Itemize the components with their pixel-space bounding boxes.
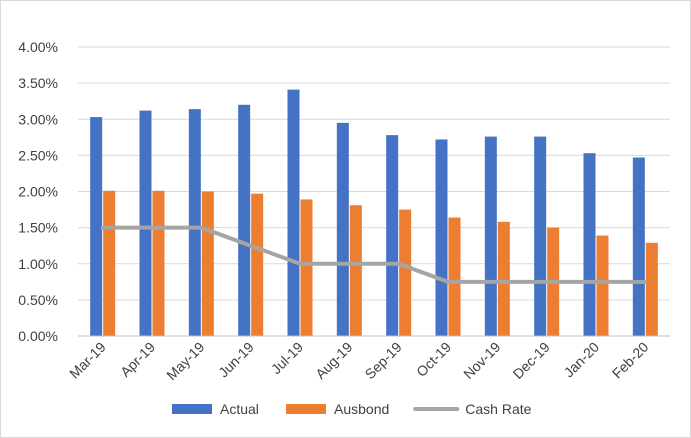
x-tick-label: Nov-19 xyxy=(460,339,503,382)
y-tick-label: 3.50% xyxy=(18,75,58,91)
bar-actual xyxy=(583,153,596,336)
x-tick-label: Sep-19 xyxy=(362,339,405,382)
line-series xyxy=(100,225,648,284)
bar-actual xyxy=(632,157,645,336)
bar-ausbond xyxy=(251,193,264,336)
line-cash-rate xyxy=(100,225,648,284)
y-axis-tick-labels: 0.00% 0.50% 1.00% 1.50% 2.00% 2.50% 3.00% 3.50%… xyxy=(18,39,58,344)
bar-ausbond xyxy=(201,191,214,336)
bar-actual xyxy=(90,117,103,337)
y-tick-label: 3.00% xyxy=(18,111,58,127)
bar-actual xyxy=(139,110,152,336)
bar-ausbond xyxy=(399,209,412,336)
bar-ausbond xyxy=(349,205,362,336)
bar-actual xyxy=(188,109,201,336)
x-tick-label: Jan-20 xyxy=(561,339,603,381)
bar-actual xyxy=(435,139,448,336)
bar-ausbond xyxy=(152,190,165,336)
y-tick-label: 1.50% xyxy=(18,220,58,236)
y-tick-label: 2.00% xyxy=(18,184,58,200)
legend-swatch-ausbond xyxy=(286,404,326,414)
x-tick-label: Jul-19 xyxy=(268,339,306,377)
x-tick-label: Mar-19 xyxy=(66,339,109,382)
x-tick-label: Dec-19 xyxy=(510,339,553,382)
bar-actual xyxy=(287,89,300,336)
bar-actual xyxy=(386,135,399,336)
x-axis-tick-labels: Mar-19 Apr-19 May-19 Jun-19 Jul-19 Aug-19 Sep-… xyxy=(66,339,651,383)
y-tick-label: 0.50% xyxy=(18,292,58,308)
x-tick-label: May-19 xyxy=(163,339,207,383)
y-tick-label: 0.00% xyxy=(18,328,58,344)
bar-ausbond xyxy=(103,190,116,336)
x-tick-label: Oct-19 xyxy=(413,339,454,380)
bar-series xyxy=(90,89,658,337)
bar-actual xyxy=(534,136,547,336)
x-tick-label: Aug-19 xyxy=(312,339,355,382)
bar-ausbond xyxy=(645,242,658,336)
legend-label-actual: Actual xyxy=(220,401,259,417)
bar-ausbond xyxy=(448,217,461,336)
bar-actual xyxy=(336,122,349,336)
y-tick-label: 1.00% xyxy=(18,256,58,272)
bar-ausbond xyxy=(497,221,510,336)
x-tick-label: Apr-19 xyxy=(117,339,158,380)
x-tick-label: Jun-19 xyxy=(215,339,257,381)
x-tick-label: Feb-20 xyxy=(609,339,652,382)
y-tick-label: 2.50% xyxy=(18,147,58,163)
legend: Actual Ausbond Cash Rate xyxy=(172,401,532,417)
legend-label-cash-rate: Cash Rate xyxy=(465,401,531,417)
bar-ausbond xyxy=(596,235,609,336)
legend-label-ausbond: Ausbond xyxy=(334,401,389,417)
bar-ausbond xyxy=(300,199,313,336)
y-tick-label: 4.00% xyxy=(18,39,58,55)
bar-actual xyxy=(484,136,497,336)
bar-actual xyxy=(238,104,251,336)
legend-swatch-actual xyxy=(172,404,212,414)
